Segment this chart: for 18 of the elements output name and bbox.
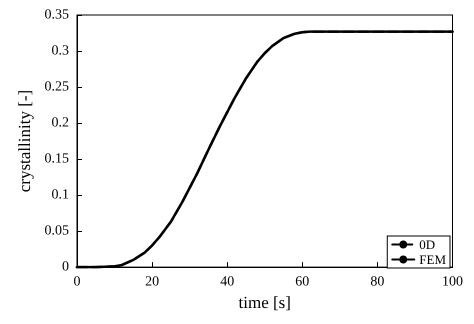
y-tick-label: 0 [62, 260, 69, 275]
x-tick-label: 20 [145, 274, 160, 290]
x-tick-label: 100 [442, 274, 463, 290]
x-tick-label: 40 [220, 274, 234, 290]
legend-label: 0D [419, 237, 436, 252]
y-tick-label: 0.15 [44, 152, 69, 167]
y-tick-label: 0.05 [44, 224, 69, 239]
y-tick-label: 0.25 [44, 80, 69, 95]
x-axis-title: time [s] [238, 293, 291, 312]
y-tick-label: 0.1 [52, 188, 69, 203]
x-tick-label: 0 [74, 274, 80, 290]
y-tick-label: 0.2 [52, 116, 69, 131]
y-tick-label: 0.3 [52, 44, 69, 59]
x-tick-label: 80 [370, 274, 384, 290]
y-tick-label: 0.35 [44, 8, 69, 22]
legend-label: FEM [419, 252, 446, 267]
x-tick-label: 60 [295, 274, 310, 290]
y-axis-title: crystallinity [-] [15, 90, 34, 192]
